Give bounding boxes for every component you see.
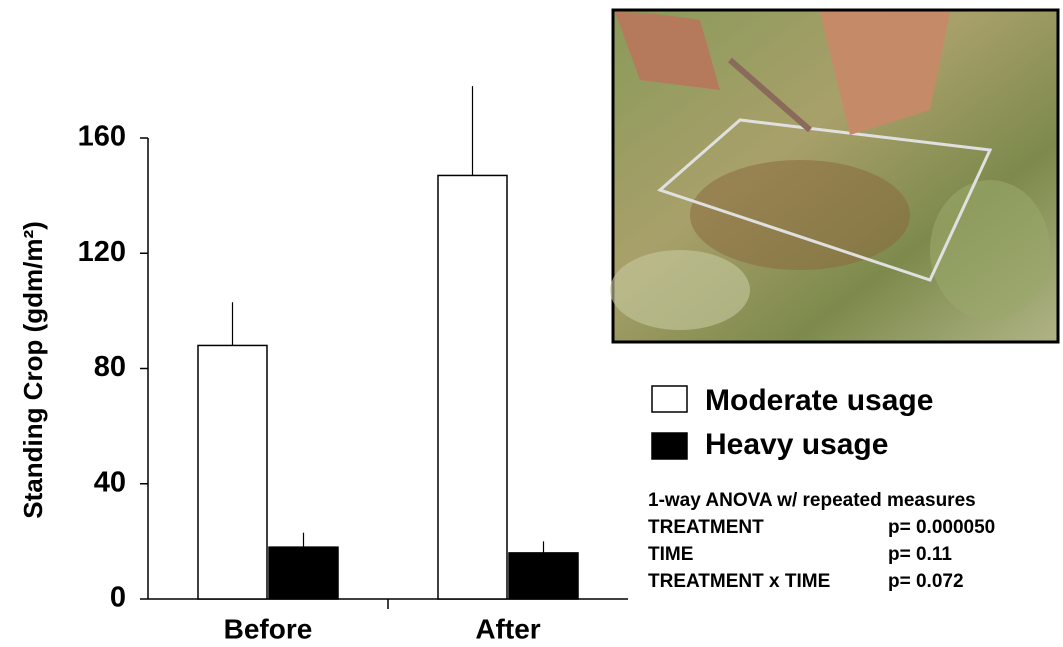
bar [508, 552, 579, 600]
annotation-text: p= 0.072 [888, 571, 964, 592]
legend-swatch [651, 385, 688, 413]
bar [437, 174, 508, 600]
legend-label: Heavy usage [705, 428, 888, 461]
y-tick-label: 120 [78, 236, 126, 268]
bar [268, 546, 339, 600]
annotation-text: TREATMENT [648, 517, 764, 538]
legend-swatch [651, 432, 688, 460]
y-tick-label: 160 [78, 121, 126, 153]
y-tick-label: 0 [110, 582, 126, 614]
x-tick-label: Before [224, 613, 313, 644]
y-tick-label: 80 [94, 351, 126, 383]
legend-label: Moderate usage [705, 384, 933, 417]
y-tick-label: 40 [94, 466, 126, 498]
annotation-text: TREATMENT x TIME [648, 571, 830, 592]
annotation-text: p= 0.11 [888, 544, 952, 565]
bar [197, 344, 268, 600]
annotation-text: TIME [648, 544, 693, 565]
annotation-title: 1-way ANOVA w/ repeated measures [648, 490, 976, 511]
y-axis-label: Standing Crop (gdm/m²) [18, 221, 48, 519]
x-tick-label: After [475, 613, 540, 644]
annotation-text: p= 0.000050 [888, 517, 995, 538]
photo [610, 8, 1060, 344]
